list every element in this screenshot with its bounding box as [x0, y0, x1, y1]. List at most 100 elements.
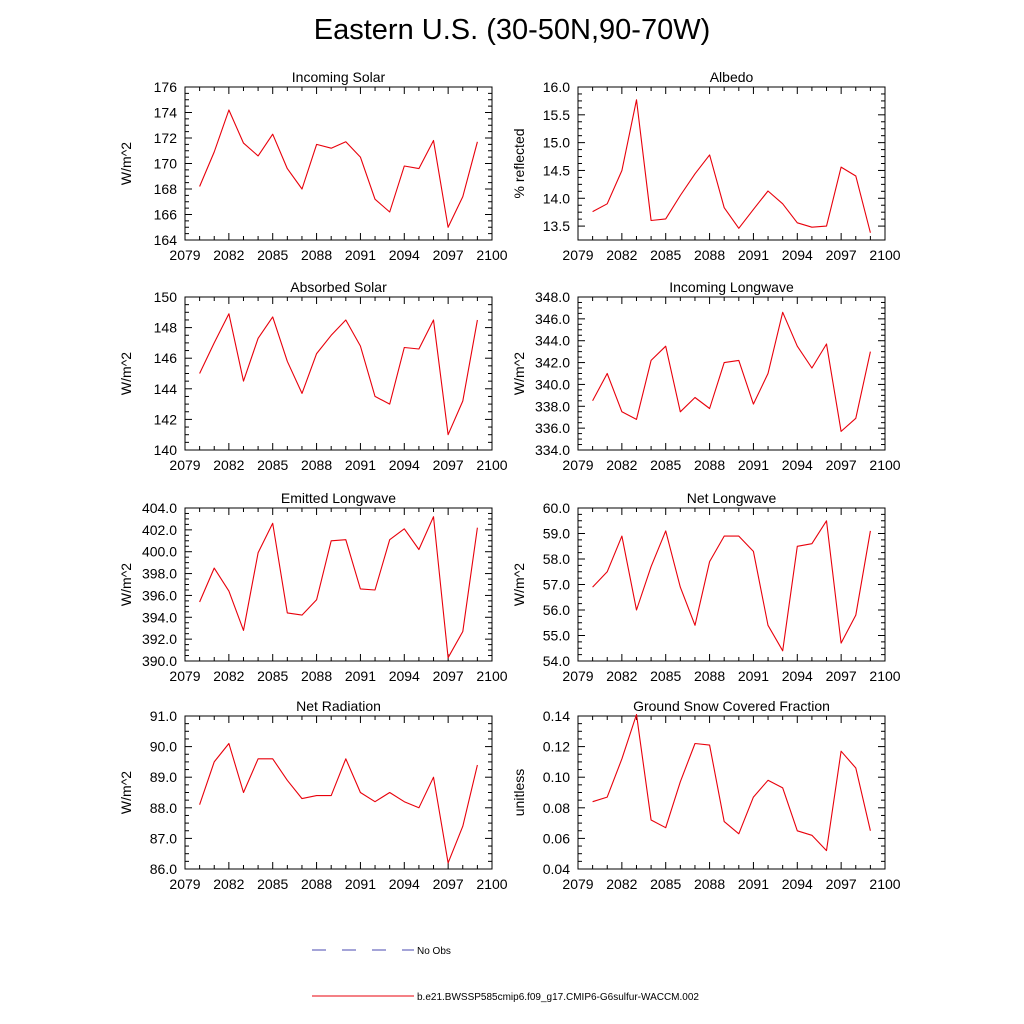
panel-2-ytick-label: 15.0: [543, 135, 570, 151]
panel-7-series-line: [199, 742, 478, 864]
panel-3: Absorbed Solar W/m^2 2079 2082 2085 2088 2091 2…: [118, 279, 508, 473]
legend: No Obs b.e21.BWSSP585cmip6.f09_g17.CMIP6…: [312, 946, 699, 1003]
panel-6-ytick-label: 57.0: [543, 577, 570, 593]
panel-7-xtick-label: 2100: [476, 876, 507, 892]
panel-8-ytick-label: 0.04: [543, 861, 570, 877]
panel-3-ytick-label: 144: [154, 381, 178, 397]
panel-4-xtick-label: 2100: [869, 457, 900, 473]
panel-7-title: Net Radiation: [296, 698, 381, 714]
panel-2-ytick-label: 14.5: [543, 162, 570, 178]
panel-5-ytick-label: 392.0: [142, 631, 177, 647]
panel-4-ytick-label: 342.0: [535, 355, 570, 371]
panel-3-ytick-label: 146: [154, 350, 178, 366]
panel-4-xtick-label: 2085: [650, 457, 681, 473]
panel-8-title: Ground Snow Covered Fraction: [633, 698, 830, 714]
panel-4: Incoming Longwave W/m^2 2079 2082 2085 2088 20…: [511, 279, 901, 473]
panel-4-title: Incoming Longwave: [669, 279, 794, 295]
panel-4-ytick-label: 344.0: [535, 333, 570, 349]
panel-4-xtick-label: 2091: [738, 457, 769, 473]
panel-7-xtick-label: 2091: [345, 876, 376, 892]
panel-1-xtick-label: 2094: [389, 247, 420, 263]
panel-1-title: Incoming Solar: [292, 69, 386, 85]
panel-3-xtick-label: 2085: [257, 457, 288, 473]
panel-5-ytick-label: 400.0: [142, 544, 177, 560]
panel-6-frame: [577, 507, 886, 662]
panel-3-ytick-label: 150: [154, 289, 178, 305]
panel-1-xtick-label: 2100: [476, 247, 507, 263]
panel-3-xtick-label: 2079: [169, 457, 200, 473]
panel-7-ytick-label: 90.0: [150, 739, 177, 755]
panel-5-xtick-label: 2100: [476, 668, 507, 684]
panel-6-ytick-label: 60.0: [543, 500, 570, 516]
panel-1-xtick-label: 2097: [433, 247, 464, 263]
panel-4-frame: [577, 296, 886, 451]
panel-5-ytick-label: 398.0: [142, 566, 177, 582]
panel-5-title: Emitted Longwave: [281, 490, 396, 506]
chart-panels: Incoming Solar W/m^2 2079 2082 2085 2088 2091 2…: [118, 69, 901, 892]
panel-8-xtick-label: 2091: [738, 876, 769, 892]
panel-5-ytick-label: 402.0: [142, 522, 177, 538]
panel-2-xtick-label: 2097: [826, 247, 857, 263]
panel-7: Net Radiation W/m^2 2079 2082 2085 2088 2091 20…: [118, 698, 508, 892]
panel-4-xtick-label: 2082: [606, 457, 637, 473]
panel-6-ytick-label: 58.0: [543, 551, 570, 567]
panel-8-xtick-label: 2094: [782, 876, 813, 892]
panel-5-xtick-label: 2094: [389, 668, 420, 684]
panel-1-ytick-label: 170: [154, 156, 178, 172]
legend-obs-label: No Obs: [417, 946, 451, 957]
panel-4-series-line: [592, 311, 871, 432]
panel-7-xtick-label: 2094: [389, 876, 420, 892]
panel-4-ytick-label: 336.0: [535, 420, 570, 436]
panel-5-ytick-label: 394.0: [142, 609, 177, 625]
panel-4-ytick-label: 338.0: [535, 398, 570, 414]
panel-8-xtick-label: 2100: [869, 876, 900, 892]
panel-7-ylabel: W/m^2: [118, 771, 134, 814]
panel-5-ytick-label: 404.0: [142, 500, 177, 516]
panel-1-ytick-label: 174: [154, 105, 178, 121]
panel-6-xtick-label: 2082: [606, 668, 637, 684]
panel-6-xtick-label: 2094: [782, 668, 813, 684]
panel-1-ytick-label: 176: [154, 79, 178, 95]
legend-model-label: b.e21.BWSSP585cmip6.f09_g17.CMIP6-G6sulf…: [417, 992, 699, 1003]
panel-1: Incoming Solar W/m^2 2079 2082 2085 2088 2091 2…: [118, 69, 508, 263]
panel-3-xtick-label: 2088: [301, 457, 332, 473]
panel-2-xtick-label: 2100: [869, 247, 900, 263]
panel-3-title: Absorbed Solar: [290, 279, 387, 295]
panel-5-xtick-label: 2082: [213, 668, 244, 684]
panel-1-ytick-label: 164: [154, 232, 178, 248]
panel-2-xtick-label: 2079: [562, 247, 593, 263]
panel-4-ytick-label: 340.0: [535, 376, 570, 392]
panel-1-ytick-label: 166: [154, 207, 178, 223]
panel-5-series-line: [199, 516, 478, 659]
panel-1-ytick-label: 172: [154, 130, 178, 146]
panel-8: Ground Snow Covered Fraction unitless 2079…: [511, 698, 901, 892]
panel-3-ylabel: W/m^2: [118, 352, 134, 395]
panel-3-ytick-label: 148: [154, 320, 178, 336]
panel-6-xtick-label: 2088: [694, 668, 725, 684]
panel-3-frame: [184, 296, 493, 451]
panel-5-ytick-label: 396.0: [142, 587, 177, 603]
panel-8-xtick-label: 2088: [694, 876, 725, 892]
panel-4-ytick-label: 346.0: [535, 311, 570, 327]
panel-5-xtick-label: 2088: [301, 668, 332, 684]
panel-8-ytick-label: 0.10: [543, 769, 570, 785]
panel-3-series-line: [199, 313, 478, 436]
panel-6: Net Longwave W/m^2 2079 2082 2085 2088 2091 209…: [511, 490, 901, 684]
panel-6-series-line: [592, 520, 871, 652]
panel-7-ytick-label: 86.0: [150, 861, 177, 877]
panel-4-xtick-label: 2097: [826, 457, 857, 473]
panel-6-ytick-label: 55.0: [543, 628, 570, 644]
panel-1-xtick-label: 2088: [301, 247, 332, 263]
panel-2: Albedo % reflected 2079 2082 2085 2088 2091 209…: [511, 69, 901, 263]
panel-6-xtick-label: 2097: [826, 668, 857, 684]
panel-2-title: Albedo: [710, 69, 754, 85]
panel-8-ytick-label: 0.14: [543, 708, 570, 724]
panel-4-ytick-label: 334.0: [535, 442, 570, 458]
panel-8-series-line: [592, 713, 871, 852]
panel-7-xtick-label: 2088: [301, 876, 332, 892]
panel-5-xtick-label: 2079: [169, 668, 200, 684]
panel-4-xtick-label: 2079: [562, 457, 593, 473]
panel-7-xtick-label: 2082: [213, 876, 244, 892]
panel-5-xtick-label: 2091: [345, 668, 376, 684]
